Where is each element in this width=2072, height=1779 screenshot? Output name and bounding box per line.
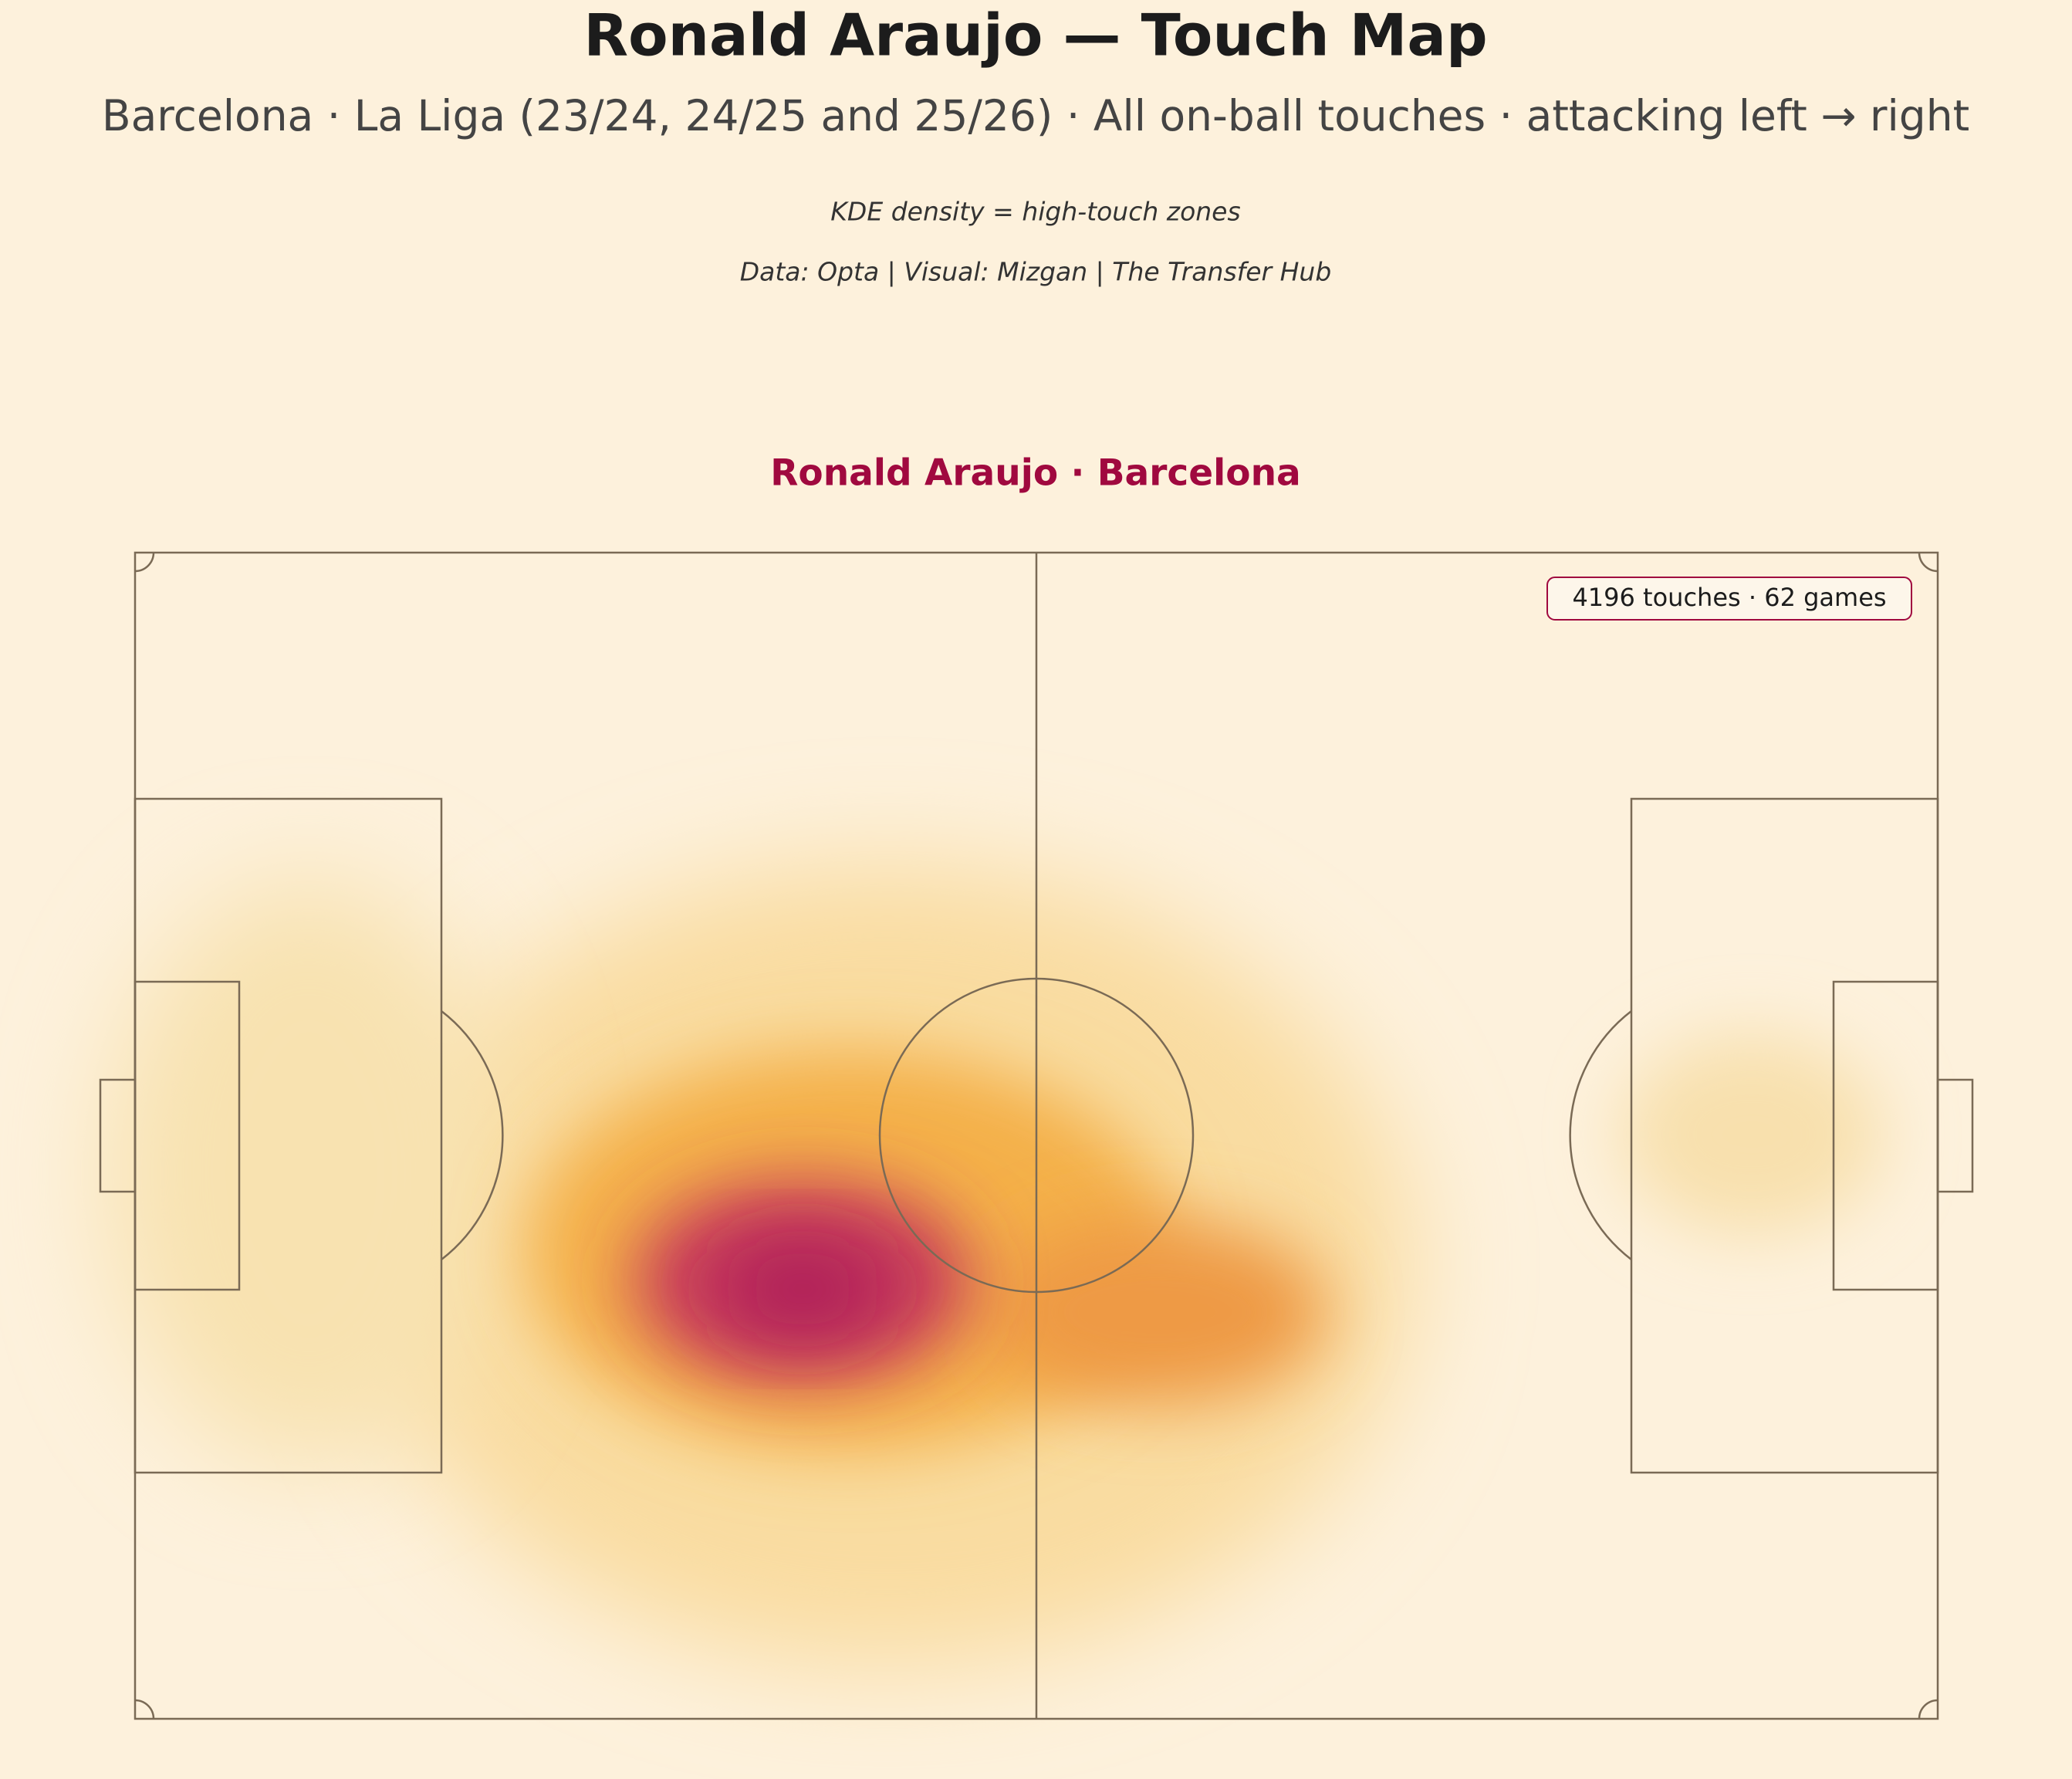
goal — [1936, 1078, 1974, 1193]
density-zone — [108, 880, 509, 1466]
penalty-arc — [1569, 1010, 1632, 1260]
density-zone — [988, 1219, 1327, 1405]
density — [108, 864, 1883, 1667]
corner-arcs — [134, 552, 1938, 1720]
centre-circle — [878, 977, 1195, 1294]
stats-text: 4196 touches · 62 games — [1572, 583, 1886, 612]
panel-title: Ronald Araujo · Barcelona — [770, 452, 1301, 495]
penalty-arc — [441, 1010, 504, 1260]
title: Ronald Araujo — Touch Map — [583, 2, 1487, 69]
goal — [99, 1078, 137, 1193]
note: KDE density = high-touch zones — [830, 197, 1240, 227]
stats-box — [1546, 577, 1912, 621]
density-zone — [718, 1239, 887, 1339]
pitch — [99, 551, 1974, 1720]
credit: Data: Opta | Visual: Mizgan | The Transf… — [740, 257, 1332, 287]
density-zone — [1621, 1034, 1883, 1235]
subtitle: Barcelona · La Liga (23/24, 24/25 and 25… — [102, 91, 1969, 140]
